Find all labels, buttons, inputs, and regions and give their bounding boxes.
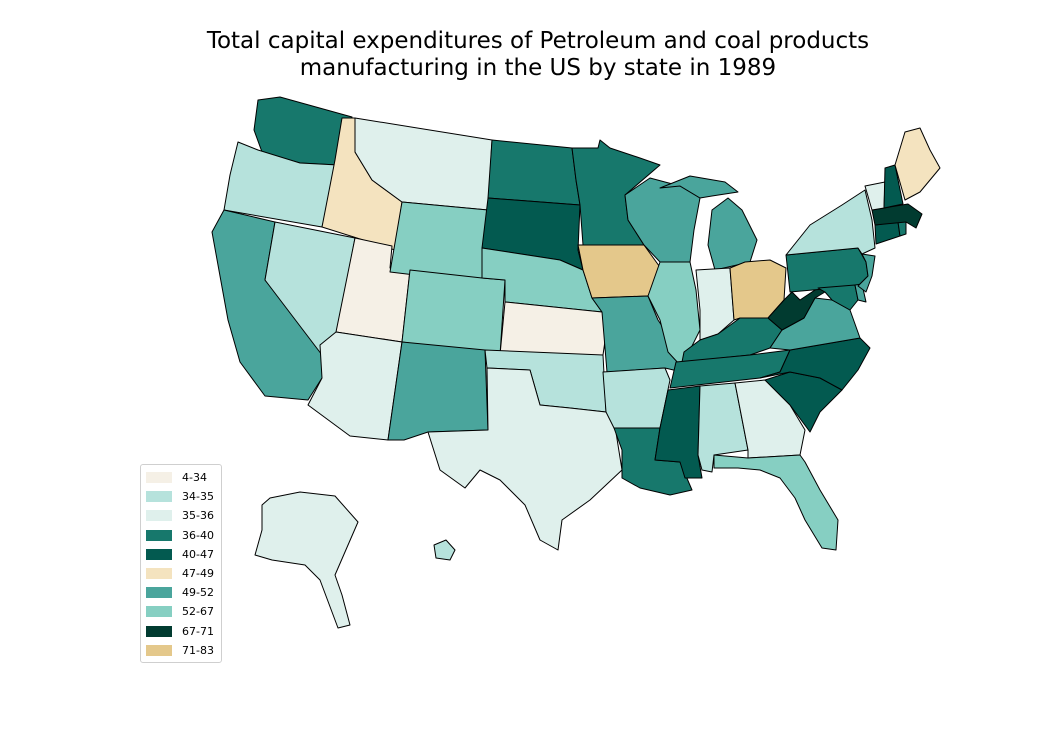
legend-swatch [146, 625, 172, 637]
legend-swatch [146, 529, 172, 541]
state-maine [894, 127, 941, 201]
legend-label: 36-40 [182, 528, 214, 542]
state-arizona [307, 331, 403, 441]
chart-title-line-2: manufacturing in the US by state in 1989 [299, 55, 777, 81]
state-north-dakota [487, 139, 581, 206]
state-north-carolina [759, 337, 871, 391]
legend-item: 49-52 [141, 583, 221, 602]
state-michigan [659, 175, 758, 271]
legend-swatch [146, 568, 172, 580]
legend-item: 52-67 [141, 602, 221, 621]
legend-label: 71-83 [182, 643, 214, 657]
legend-label: 40-47 [182, 547, 214, 561]
legend-label: 47-49 [182, 567, 214, 581]
legend-item: 4-34 [141, 468, 221, 487]
legend-swatch [146, 491, 172, 503]
legend-swatch [146, 644, 172, 656]
legend-swatch [146, 472, 172, 484]
chart-title-line-1: Total capital expenditures of Petroleum … [206, 28, 870, 54]
legend-label: 4-34 [182, 471, 207, 485]
legend-label: 67-71 [182, 624, 214, 638]
state-wyoming [389, 201, 489, 284]
state-wisconsin [624, 177, 701, 263]
legend-item: 47-49 [141, 564, 221, 583]
chart-title: Total capital expenditures of Petroleum … [0, 28, 1050, 82]
state-colorado [401, 269, 506, 356]
legend-label: 35-36 [182, 509, 214, 523]
legend-item: 36-40 [141, 526, 221, 545]
legend-item: 71-83 [141, 641, 221, 660]
legend-label: 52-67 [182, 605, 214, 619]
legend-label: 34-35 [182, 490, 214, 504]
state-new-mexico [387, 341, 489, 441]
legend-item: 67-71 [141, 622, 221, 641]
legend-swatch [146, 548, 172, 560]
legend-swatch [146, 606, 172, 618]
state-alaska [254, 491, 359, 629]
legend: 4-34 34-35 35-36 36-40 40-47 47-49 49-52 52-67 6… [140, 464, 222, 663]
legend-swatch [146, 510, 172, 522]
state-new-hampshire [883, 164, 904, 209]
state-new-jersey [857, 253, 876, 293]
legend-item: 34-35 [141, 487, 221, 506]
legend-item: 35-36 [141, 506, 221, 525]
legend-swatch [146, 587, 172, 599]
state-florida [713, 454, 839, 551]
state-iowa [577, 244, 663, 299]
state-arkansas [602, 367, 671, 429]
state-hawaii [433, 539, 456, 561]
state-massachusetts [871, 203, 923, 229]
legend-item: 40-47 [141, 545, 221, 564]
state-connecticut [874, 221, 901, 245]
state-texas [427, 367, 623, 551]
state-new-york [785, 189, 876, 256]
legend-label: 49-52 [182, 586, 214, 600]
state-rhode-island [897, 221, 907, 237]
